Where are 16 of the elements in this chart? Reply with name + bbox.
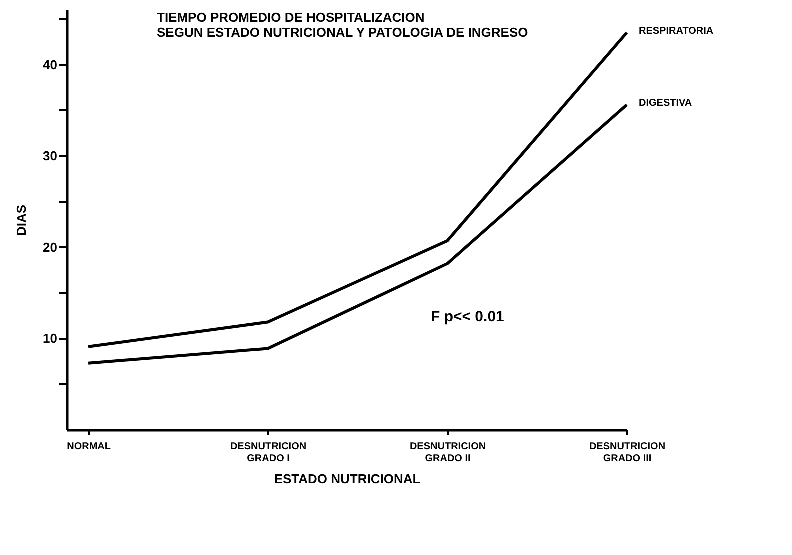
line-series: [87, 103, 628, 365]
x-tick-label: DESNUTRICION GRADO II: [410, 442, 486, 464]
chart-title: TIEMPO PROMEDIO DE HOSPITALIZACION: [157, 10, 425, 25]
series-label: DIGESTIVA: [639, 98, 692, 109]
annotation: F p<< 0.01: [431, 308, 504, 326]
y-tick-label: 40: [43, 57, 58, 72]
text: SEGUN ESTADO NUTRICIONAL Y PATOLOGIA DE INGRESO: [157, 25, 528, 40]
x-tick-label: DESNUTRICION GRADO I: [230, 442, 307, 464]
y-axis-title: DIAS: [14, 204, 30, 236]
x-tick-label: NORMAL: [67, 442, 111, 452]
x-tick-label: DESNUTRICION GRADO III: [589, 442, 666, 464]
y-tick-label: 30: [43, 148, 58, 164]
series-label: RESPIRATORIA: [639, 26, 714, 37]
y-tick-label: 10: [43, 331, 58, 346]
x-axis-title: ESTADO NUTRICIONAL: [274, 472, 421, 486]
y-tick-label: 20: [43, 240, 58, 255]
